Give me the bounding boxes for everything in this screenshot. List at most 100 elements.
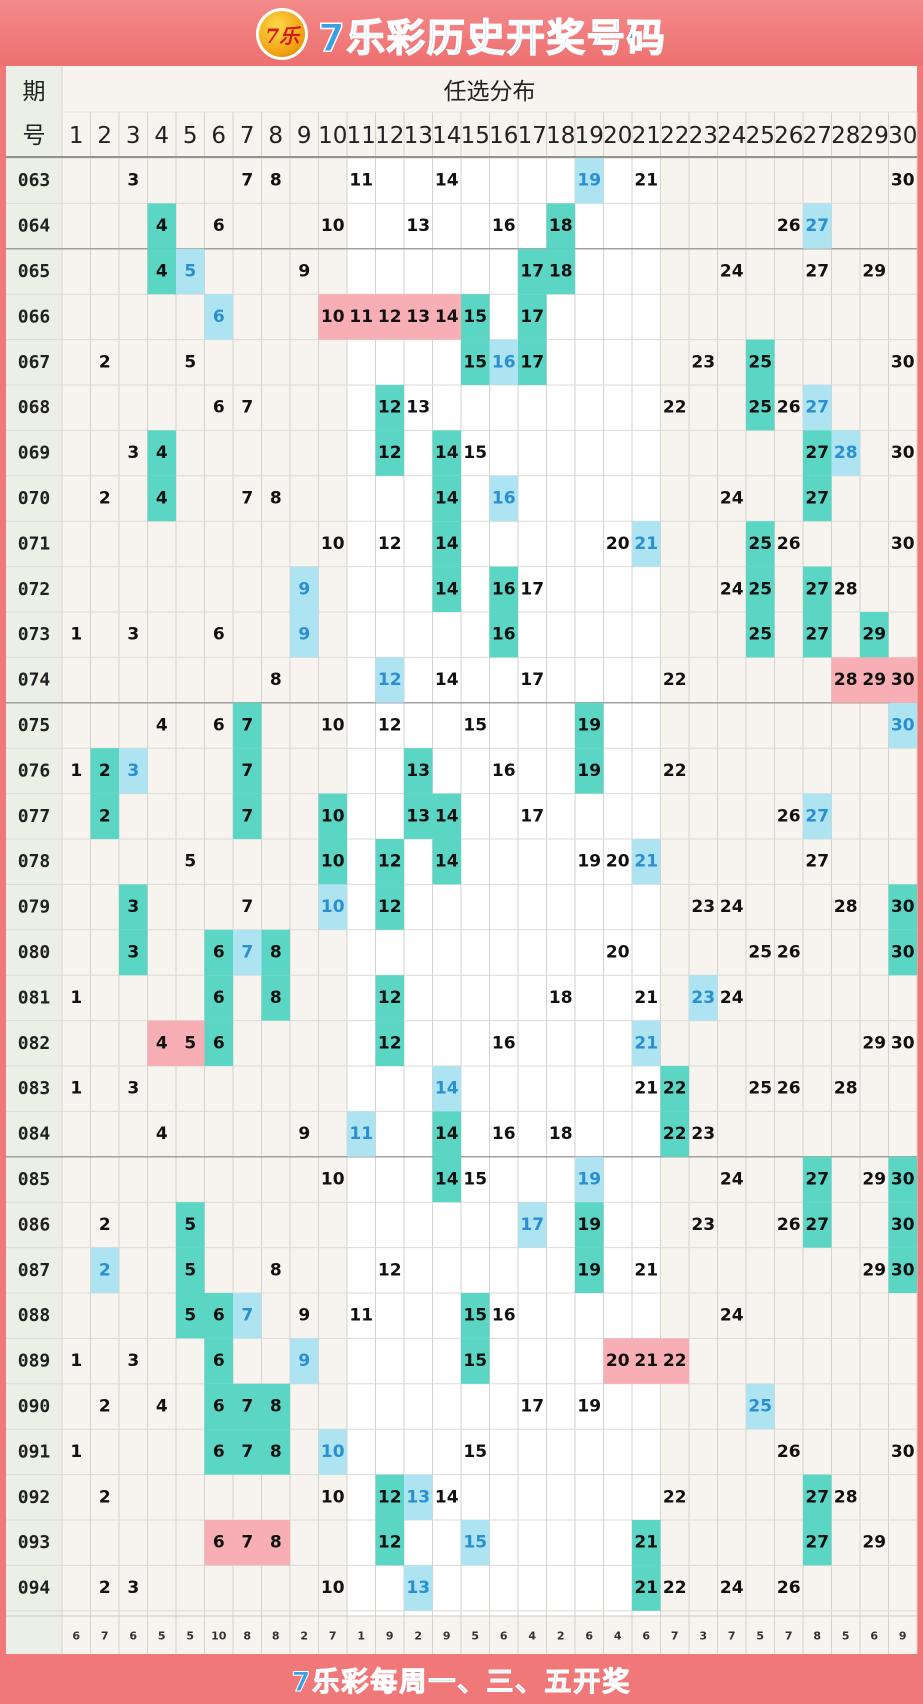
special-cell: [90, 1247, 119, 1293]
hit-number: 17: [520, 352, 544, 372]
hit-number: 6: [213, 943, 225, 963]
hit-number: 26: [777, 1215, 801, 1235]
hit-number: 8: [270, 1533, 282, 1553]
hit-number: 17: [520, 806, 544, 826]
special-cell: [888, 702, 917, 749]
hit-number: 27: [805, 1533, 829, 1553]
number-column-header: 14: [432, 123, 461, 149]
column-total: 6: [642, 1630, 650, 1643]
hit-number: 16: [492, 625, 516, 645]
period-label: 074: [18, 670, 51, 691]
streak-cell: [518, 248, 547, 295]
hit-number: 6: [213, 625, 225, 645]
streak-cell: [888, 929, 917, 976]
special-number: 11: [349, 1124, 373, 1144]
special-cell: [290, 1338, 319, 1384]
period-label: 075: [18, 715, 51, 736]
special-cell: [518, 1202, 547, 1248]
period-label: 088: [18, 1305, 51, 1326]
column-total: 1: [357, 1630, 365, 1643]
hit-number: 27: [805, 1487, 829, 1507]
streak-cell: [233, 702, 262, 749]
special-number: 14: [435, 1079, 459, 1099]
special-cell: [432, 1066, 461, 1112]
number-column-header: 3: [126, 123, 141, 149]
hit-number: 30: [891, 1260, 915, 1280]
special-cell: [119, 748, 148, 794]
hit-number: 4: [156, 216, 168, 236]
hit-number: 12: [378, 443, 402, 463]
hit-number: 25: [748, 943, 772, 963]
page-title: 7乐彩历史开奖号码: [318, 15, 667, 61]
hit-number: 24: [720, 988, 744, 1008]
hit-number: 30: [891, 443, 915, 463]
column-total: 2: [414, 1630, 422, 1643]
streak-cell: [176, 1247, 205, 1293]
special-cell: [318, 884, 347, 930]
hit-number: 8: [270, 1397, 282, 1417]
hit-number: 7: [241, 897, 253, 917]
hit-number: 14: [435, 806, 459, 826]
hit-number: 27: [805, 443, 829, 463]
streak-cell: [261, 929, 290, 976]
special-cell: [461, 1520, 490, 1566]
number-column-header: 24: [717, 123, 746, 149]
streak-cell: [147, 248, 176, 295]
streak-cell: [432, 521, 461, 567]
period-header-char: 期: [23, 79, 46, 105]
number-column-header: 11: [347, 123, 376, 149]
hit-number: 6: [213, 988, 225, 1008]
special-number: 12: [378, 670, 402, 690]
special-number: 21: [634, 534, 658, 554]
hit-number: 5: [184, 1260, 196, 1280]
hit-number: 20: [606, 852, 630, 872]
hit-number: 7: [241, 716, 253, 736]
hit-number: 6: [213, 1533, 225, 1553]
hit-number: 20: [606, 943, 630, 963]
streak-cell: [461, 1293, 490, 1339]
period-label: 078: [18, 851, 51, 872]
number-column-header: 17: [518, 123, 547, 149]
number-column-header: 4: [154, 123, 169, 149]
hit-number: 27: [805, 1215, 829, 1235]
hit-number: 28: [834, 1079, 858, 1099]
period-label: 079: [18, 897, 51, 918]
special-number: 3: [127, 761, 139, 781]
hit-number: 4: [156, 443, 168, 463]
number-column-header: 7: [240, 123, 255, 149]
period-label: 073: [18, 624, 51, 645]
hit-number: 27: [805, 1170, 829, 1190]
hit-number: 8: [270, 1442, 282, 1462]
hit-number: 15: [463, 307, 487, 327]
streak-cell: [803, 1520, 832, 1566]
column-total: 5: [842, 1630, 850, 1643]
hit-number: 30: [891, 352, 915, 372]
hit-number: 24: [720, 489, 744, 509]
column-total: 2: [557, 1630, 565, 1643]
hit-number: 10: [321, 852, 345, 872]
column-total: 5: [471, 1630, 479, 1643]
streak-cell: [90, 793, 119, 839]
special-number: 28: [834, 443, 858, 463]
hit-number: 12: [378, 1260, 402, 1280]
hit-number: 14: [435, 307, 459, 327]
streak-cell: [375, 1020, 404, 1066]
hit-number: 14: [435, 489, 459, 509]
hit-number: 5: [184, 1306, 196, 1326]
streak-cell: [119, 929, 148, 976]
hit-number: 16: [492, 579, 516, 599]
hit-number: 3: [127, 1578, 139, 1598]
hit-number: 2: [99, 489, 111, 509]
streak-cell: [432, 1111, 461, 1157]
hit-number: 5: [184, 1033, 196, 1053]
special-number: 21: [634, 1033, 658, 1053]
streak-cell: [318, 839, 347, 885]
hit-number: 10: [321, 716, 345, 736]
pair-highlight: [318, 294, 461, 340]
title-banner: [0, 0, 923, 66]
streak-cell: [432, 839, 461, 885]
hit-number: 13: [406, 806, 430, 826]
hit-number: 11: [349, 1306, 373, 1326]
hit-number: 12: [378, 1487, 402, 1507]
hit-number: 8: [270, 171, 282, 191]
